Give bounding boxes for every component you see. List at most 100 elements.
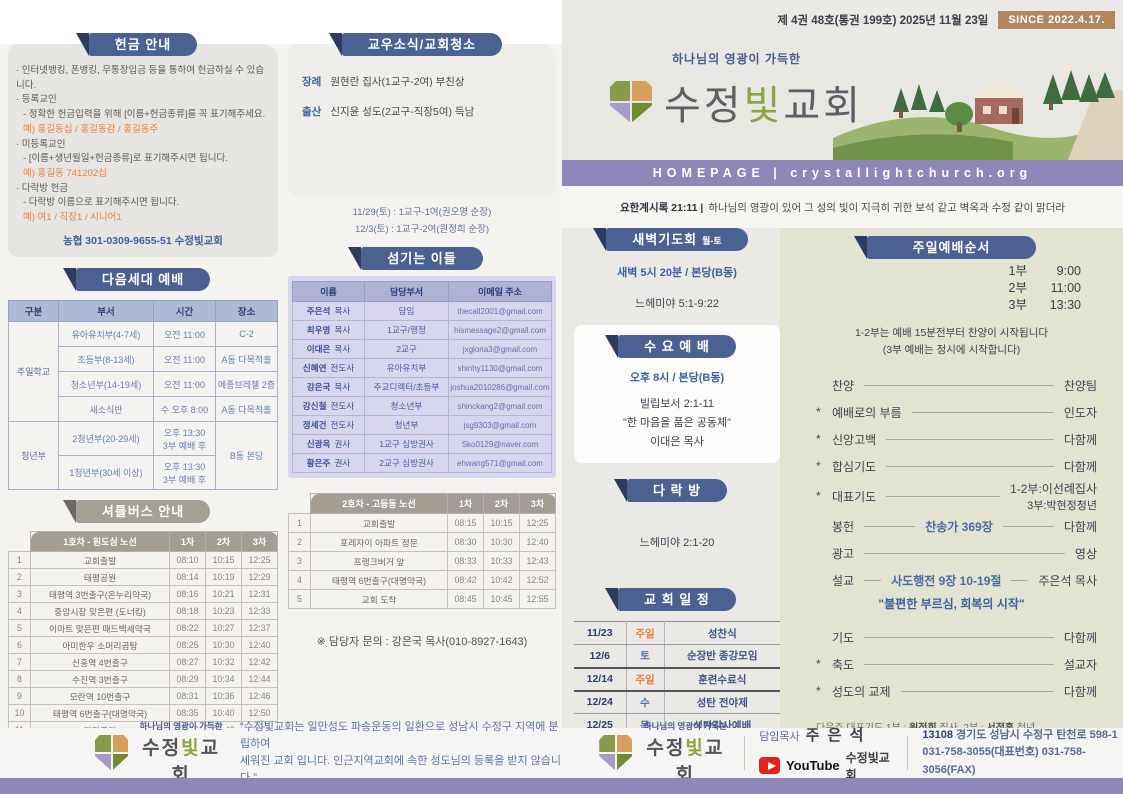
col-header: 부서 xyxy=(58,300,154,323)
servant-name: 최우영 목사 xyxy=(292,320,365,341)
table-row: 4 중앙시장 맞은편 (도너킹) 08:18 10:23 12:33 xyxy=(8,602,278,621)
time-cell: 10:27 xyxy=(205,619,242,638)
stand-marker: * xyxy=(816,489,821,504)
leader-line xyxy=(886,438,1054,440)
time-cell: 08:42 xyxy=(447,570,484,591)
servant-name: 신혜연 전도사 xyxy=(292,358,365,379)
stop-number: 1 xyxy=(8,551,31,570)
servants-table: 이름 담당부서 이메일 주소 주은석 목사 담임 thecall2001@gmai… xyxy=(292,281,552,474)
time-cell: 수 오후 8:00 xyxy=(153,396,216,423)
table-row: 1청년부(30세 이상) 오후 13:30 3부 예배 후 xyxy=(9,455,278,491)
offering-line: 예) 홍길동 741202십 xyxy=(23,168,107,180)
table-row: 황은주 권사 2교구 심방권사 ehwang571@gmail.com xyxy=(292,453,552,474)
time-cell: 10:45 xyxy=(483,589,520,610)
name-part: 교회 xyxy=(783,84,864,128)
shuttle-title: 셔틀버스 안내 xyxy=(101,504,185,520)
wednesday-time: 오후 8시 / 본당(B동) xyxy=(629,372,725,384)
verse-reference: 요한계시록 21:11 | xyxy=(619,201,704,214)
schedule-date: 12/14 xyxy=(574,667,626,692)
time-cell: 오전 11:00 xyxy=(153,371,216,398)
place-cell: A동 다목적홀 xyxy=(215,346,278,373)
leader-line xyxy=(1002,525,1054,527)
name-part-light: 빛 xyxy=(743,84,784,128)
schedule-row: 12/6 토 순장반 종강모임 xyxy=(574,644,780,669)
address-text: 경기도 성남시 수정구 탄천로 598-1 xyxy=(952,728,1118,741)
time-cell: 오전 11:00 xyxy=(153,321,216,348)
table-row: 4 태평역 6번출구(대명약국) 08:42 10:42 12:52 xyxy=(288,570,556,591)
nextgen-worship-table: 구분 부서 시간 장소 주일학교 유아유치부(4-7세) 오전 11:00 C-… xyxy=(8,300,278,491)
worship-item-label: 봉헌 xyxy=(832,519,855,534)
schedule-event: 성찬식 xyxy=(663,621,780,645)
worship-item-who: 다함께 xyxy=(1063,459,1097,474)
cleaning-line: 11/29(토) : 1교구-1여(권오명 순장) xyxy=(352,207,492,218)
servant-email: Sko0129@naver.com xyxy=(448,434,552,455)
stop-name: 신흥역 4번출구 xyxy=(30,653,170,672)
stop-number: 3 xyxy=(288,551,311,572)
schedule-event: 훈련수료식 xyxy=(663,667,780,692)
table-row: 강신철 전도사 청소년부 shinckang2@gmail.com xyxy=(292,396,552,417)
schedule-event: 순장반 종강모임 xyxy=(663,644,780,669)
stop-name: 교회출발 xyxy=(310,513,448,534)
table-row: 1 교회출발 08:10 10:15 12:25 xyxy=(8,551,278,570)
time-cell: 08:27 xyxy=(169,653,206,672)
time-cell: 10:42 xyxy=(483,570,520,591)
church-schedule-header: 교 회 일 정 xyxy=(605,588,736,611)
worship-item-who: 다함께 xyxy=(1063,519,1097,534)
attic-passage: 느헤미야 2:1-20 xyxy=(639,537,715,549)
worship-order-header: 주일예배순서 xyxy=(853,236,1037,259)
footer-divider xyxy=(744,736,746,770)
offering-line: - 정확한 헌금입력을 위해 [이름+헌금종류]를 꼭 표기해주세요. xyxy=(23,109,266,121)
rank-text: 권사 xyxy=(334,439,351,450)
offering-line: 예) 홍길동십 / 홍길동감 / 홍길동주 xyxy=(23,123,159,135)
table-row: 1 교회출발 08:15 10:15 12:25 xyxy=(288,513,556,534)
worship-item-label: 찬양 xyxy=(832,378,855,393)
pastor-label: 담임목사 xyxy=(759,730,800,743)
schedule-event: 성탄 전야제 xyxy=(663,690,780,714)
time-cell: 오후 13:30 3부 예배 후 xyxy=(153,421,216,457)
address-block: 13108 경기도 성남시 수정구 탄천로 598-1 031-758-3055… xyxy=(922,727,1123,780)
service-times: 1부 9:00 2부 11:00 3부 13:30 xyxy=(1009,263,1081,314)
masthead: 제 4권 48호(통권 199호) 2025년 11월 23일 SINCE 20… xyxy=(777,11,1115,29)
table-row: 2 태평공원 08:14 10:19 12:29 xyxy=(8,568,278,587)
time-cell: 12:52 xyxy=(519,570,556,591)
stand-marker: * xyxy=(816,405,821,420)
servant-name: 이대은 목사 xyxy=(292,339,365,360)
news-label: 출산 xyxy=(302,106,322,118)
worship-item-label: 광고 xyxy=(832,546,855,561)
time-line: 3부 예배 후 xyxy=(162,474,207,485)
servant-dept: 2교구 심방권사 xyxy=(364,453,449,474)
church-logo-icon xyxy=(610,81,652,123)
name-text: 강은국 xyxy=(306,382,331,393)
time-cell: 12:33 xyxy=(241,602,278,621)
empty-header xyxy=(289,494,311,514)
stand-marker: * xyxy=(816,432,821,447)
wednesday-sermon: "한 마음을 품은 공동체" xyxy=(622,417,732,429)
stop-number: 3 xyxy=(8,585,31,604)
shuttle-contact-note: ※ 담당자 문의 : 강은국 목사(010-8927-1643) xyxy=(316,636,528,649)
service-time: 9:00 xyxy=(1056,264,1081,278)
worship-item-who: 인도자 xyxy=(1063,405,1097,420)
worship-item: 설교 사도행전 9장 10-19절 주은석 목사 xyxy=(816,567,1097,594)
brand-lockup: 하나님의 영광이 가득한 수정빛교회 xyxy=(610,50,863,131)
time-cell: 08:16 xyxy=(169,585,206,604)
worship-item-who: 찬양팀 xyxy=(1063,378,1097,393)
stop-number: 2 xyxy=(288,532,311,553)
table-row: 3 프랭크버거 앞 08:33 10:33 12:43 xyxy=(288,551,556,572)
time-cell: 10:15 xyxy=(483,513,520,534)
nextgen-section-header: 다음세대 예배 xyxy=(62,268,211,292)
servant-name: 황은주 권사 xyxy=(292,453,365,474)
attic-room-header: 다 락 방 xyxy=(613,479,728,502)
servant-email: ehwang571@gmail.com xyxy=(448,453,552,474)
table-row: 초등부(8-13세) 오전 11:00 A동 다목적홀 xyxy=(9,346,278,373)
worship-item: * 예배로의 부름 인도자 xyxy=(816,399,1097,426)
time-cell: 08:33 xyxy=(447,551,484,572)
worship-item: * 축도 설교자 xyxy=(816,651,1097,678)
worship-item-label: 기도 xyxy=(832,630,855,645)
servant-email: thecall2001@gmail.com xyxy=(448,301,552,322)
stop-number: 6 xyxy=(8,636,31,655)
name-text: 강신철 xyxy=(302,401,327,412)
leader-line xyxy=(900,690,1054,692)
worship-note-line: (3부 예배는 정시에 시작합니다) xyxy=(882,344,1021,357)
route-header: 1호차 - 원도심 노선 xyxy=(30,531,170,553)
time-cell: 08:30 xyxy=(447,532,484,553)
